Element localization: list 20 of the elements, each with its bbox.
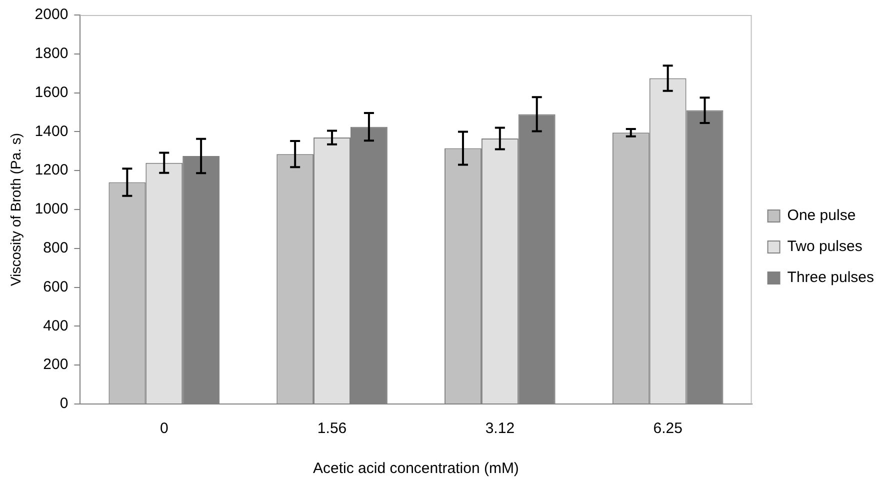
y-tick-label: 1400 [34, 122, 68, 140]
y-tick-label: 0 [60, 395, 68, 412]
y-tick-label: 400 [43, 317, 68, 334]
legend-label: Two pulses [787, 238, 862, 256]
y-tick-label: 800 [43, 240, 68, 257]
x-tick-label: 3.12 [485, 420, 515, 438]
y-tick-label: 200 [43, 356, 68, 374]
y-tick-label: 2000 [34, 6, 68, 24]
legend-label: Three pulses [787, 269, 874, 286]
y-tick-label: 1800 [34, 45, 68, 62]
legend-label: One pulse [787, 207, 856, 224]
y-tick-label: 600 [43, 278, 68, 296]
x-tick-label: 6.25 [653, 420, 682, 438]
x-tick-label: 0 [160, 420, 168, 438]
x-axis-title: Acetic acid concentration (mM) [313, 460, 519, 478]
y-tick-label: 1200 [34, 162, 68, 179]
y-axis-title: Viscosity of Broth (Pa. s) [7, 132, 24, 286]
x-tick-label: 1.56 [317, 420, 347, 438]
y-tick-label: 1600 [34, 84, 68, 101]
y-tick-label: 1000 [34, 200, 68, 218]
